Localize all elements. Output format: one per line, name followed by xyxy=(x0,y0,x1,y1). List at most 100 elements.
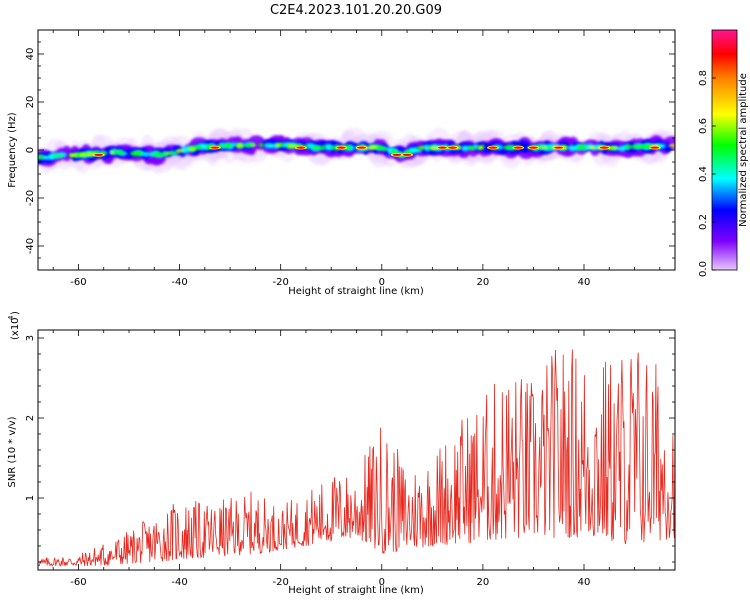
colorbar-tick-label: 0.2 xyxy=(698,214,709,230)
heat-cell xyxy=(367,146,374,150)
y-tick-label: 2 xyxy=(25,415,36,421)
heat-cell xyxy=(320,146,325,151)
colorbar-gradient xyxy=(711,29,738,271)
heat-peak xyxy=(94,153,104,156)
heat-peak xyxy=(357,146,367,149)
heat-cell xyxy=(330,146,335,149)
heat-cell xyxy=(642,144,650,149)
heat-peak xyxy=(528,146,538,149)
snr-y-axis-label: SNR (10 * v/v) xyxy=(7,416,18,487)
colorbar-tick-label: 0.0 xyxy=(698,261,709,277)
heat-cell xyxy=(422,144,431,150)
heat-peak xyxy=(554,146,564,149)
heat-cell xyxy=(384,147,393,151)
x-tick-label: 40 xyxy=(578,577,591,588)
colorbar-ticks: 0.0 0.2 0.4 0.6 0.8 xyxy=(698,70,716,277)
heat-cell xyxy=(461,145,469,152)
heat-cell xyxy=(188,147,196,151)
snr-y-multiplier-close: ) xyxy=(10,311,21,315)
y-tick-label: -20 xyxy=(25,190,36,206)
spectrogram-y-ticks: -40 -20 0 20 40 xyxy=(25,29,675,271)
heat-cell xyxy=(237,144,244,147)
spectrogram-x-axis-label: Height of straight line (km) xyxy=(288,286,424,297)
y-tick-label: 3 xyxy=(25,335,36,341)
heat-cell xyxy=(580,144,586,150)
heat-cell xyxy=(346,145,352,150)
heat-cell xyxy=(119,150,124,155)
colorbar-tick-label: 0.8 xyxy=(698,70,709,86)
heat-cell xyxy=(287,144,294,148)
heat-peak xyxy=(336,146,346,149)
heat-peak xyxy=(392,153,402,156)
x-tick-label: -20 xyxy=(272,277,288,288)
spectrogram-panel: -60 -40 -20 0 20 40 -40 -20 0 20 40 Height of str… xyxy=(7,29,676,297)
figure-title: C2E4.2023.101.20.20.G09 xyxy=(270,3,442,18)
x-tick-label: 20 xyxy=(477,277,490,288)
heat-cell xyxy=(502,145,511,150)
heat-cell xyxy=(469,146,476,150)
heat-cell xyxy=(53,154,58,158)
spectrogram-heatmap xyxy=(38,127,675,175)
heat-cell xyxy=(158,152,163,156)
colorbar-tick-label: 0.6 xyxy=(698,118,709,134)
x-tick-label: 40 xyxy=(578,277,591,288)
spectrogram-y-axis-label: Frequency (Hz) xyxy=(7,112,18,188)
snr-y-multiplier-exponent: 4 xyxy=(7,315,15,320)
heat-peak xyxy=(650,146,660,149)
snr-y-multiplier-base: (x10 xyxy=(10,317,21,340)
x-tick-label: -40 xyxy=(171,577,187,588)
x-tick-label: 20 xyxy=(477,577,490,588)
heat-cell xyxy=(169,151,175,155)
x-tick-label: -60 xyxy=(70,577,86,588)
heat-peak xyxy=(296,146,306,149)
heat-cell xyxy=(588,146,596,149)
heat-cell xyxy=(576,145,582,150)
heat-cell xyxy=(382,147,387,151)
heat-cell xyxy=(166,152,171,155)
heat-cell xyxy=(258,142,264,147)
heat-peak xyxy=(402,153,412,156)
snr-series-line xyxy=(38,349,675,567)
heat-cell xyxy=(38,155,42,159)
heat-cell xyxy=(176,149,185,153)
heat-cell xyxy=(71,154,78,157)
y-tick-label: 0 xyxy=(25,147,36,153)
heat-cell xyxy=(630,145,637,149)
heat-cell xyxy=(244,144,250,148)
y-tick-label: 20 xyxy=(25,96,36,109)
heat-cell xyxy=(225,143,232,148)
spectrogram-x-ticks: -60 -40 -20 0 20 40 xyxy=(52,30,661,288)
snr-y-ticks: 1 2 3 xyxy=(25,335,675,563)
heat-peak xyxy=(513,146,523,149)
heat-cell xyxy=(275,143,281,147)
x-tick-label: -60 xyxy=(70,277,86,288)
y-tick-label: 1 xyxy=(25,495,36,501)
heat-cell xyxy=(47,154,55,160)
heat-peak xyxy=(210,146,220,149)
heat-cell xyxy=(78,153,87,157)
heat-peak xyxy=(599,146,609,149)
heat-cell xyxy=(390,149,397,154)
heat-cell xyxy=(195,146,203,149)
heat-cell xyxy=(312,145,320,150)
heat-peak xyxy=(448,146,458,149)
snr-x-axis-label: Height of straight line (km) xyxy=(288,585,424,596)
colorbar-tick-label: 0.4 xyxy=(698,166,709,182)
heat-cell xyxy=(419,146,425,149)
heat-cell xyxy=(621,144,627,151)
heat-cell xyxy=(250,144,257,147)
heat-cell xyxy=(430,146,439,150)
heat-peaks xyxy=(92,145,661,157)
y-tick-label: 40 xyxy=(25,48,36,61)
snr-panel: -60 -40 -20 0 20 40 1 2 3 Height of straight li… xyxy=(7,311,676,596)
heat-cell xyxy=(611,146,619,149)
heat-cell xyxy=(133,151,142,156)
heat-cell xyxy=(264,142,272,149)
heat-cell xyxy=(143,151,150,157)
heat-cell xyxy=(547,146,552,150)
x-tick-label: 0 xyxy=(379,277,385,288)
heat-cell xyxy=(478,146,484,150)
heat-cell xyxy=(569,144,575,152)
heat-cell xyxy=(539,146,548,149)
